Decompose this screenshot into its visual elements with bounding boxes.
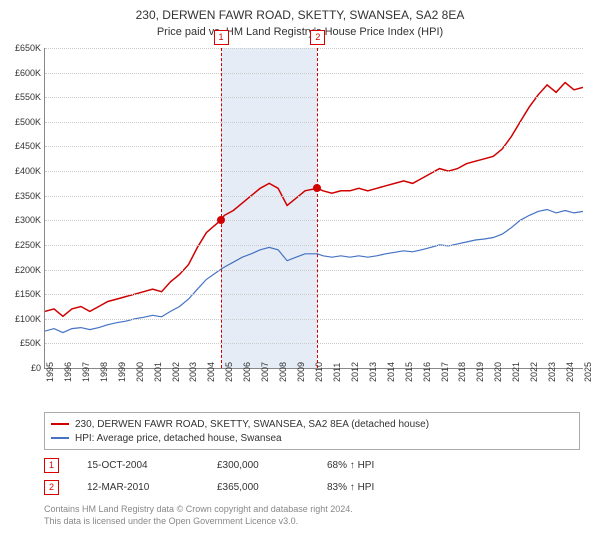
sale-price-2: £365,000 bbox=[217, 482, 327, 493]
y-axis-label: £100K bbox=[15, 314, 41, 324]
x-axis-label: 2000 bbox=[135, 362, 145, 382]
y-axis-label: £600K bbox=[15, 68, 41, 78]
x-axis-label: 2022 bbox=[529, 362, 539, 382]
gridline bbox=[45, 220, 583, 221]
sale-hpi-2: 83% ↑ HPI bbox=[327, 482, 437, 493]
x-axis-label: 2004 bbox=[206, 362, 216, 382]
sale-marker-line bbox=[317, 48, 318, 368]
y-axis-label: £300K bbox=[15, 215, 41, 225]
line-series bbox=[45, 48, 583, 368]
x-axis-label: 2014 bbox=[386, 362, 396, 382]
sale-marker-box: 2 bbox=[310, 30, 325, 45]
plot-region: £0£50K£100K£150K£200K£250K£300K£350K£400… bbox=[44, 48, 583, 369]
y-axis-label: £650K bbox=[15, 43, 41, 53]
series-hpi bbox=[45, 210, 583, 333]
sale-date-2: 12-MAR-2010 bbox=[87, 482, 217, 493]
y-axis-label: £450K bbox=[15, 141, 41, 151]
x-axis-label: 2017 bbox=[440, 362, 450, 382]
sale-date-1: 15-OCT-2004 bbox=[87, 460, 217, 471]
x-axis-label: 2015 bbox=[404, 362, 414, 382]
x-axis-label: 2011 bbox=[332, 363, 342, 382]
x-axis-label: 1997 bbox=[81, 362, 91, 382]
sale-price-1: £300,000 bbox=[217, 460, 327, 471]
x-axis-label: 1999 bbox=[117, 362, 127, 382]
x-axis-label: 2023 bbox=[547, 362, 557, 382]
x-axis-label: 2002 bbox=[171, 362, 181, 382]
sale-hpi-1: 68% ↑ HPI bbox=[327, 460, 437, 471]
x-axis-label: 2019 bbox=[475, 362, 485, 382]
gridline bbox=[45, 319, 583, 320]
legend: 230, DERWEN FAWR ROAD, SKETTY, SWANSEA, … bbox=[44, 412, 580, 450]
y-axis-label: £250K bbox=[15, 240, 41, 250]
y-axis-label: £400K bbox=[15, 166, 41, 176]
x-axis-label: 2020 bbox=[493, 362, 503, 382]
x-axis-label: 2013 bbox=[368, 362, 378, 382]
sale-marker-box: 1 bbox=[214, 30, 229, 45]
gridline bbox=[45, 48, 583, 49]
x-axis-label: 1998 bbox=[99, 362, 109, 382]
gridline bbox=[45, 97, 583, 98]
legend-item-property: 230, DERWEN FAWR ROAD, SKETTY, SWANSEA, … bbox=[51, 417, 573, 431]
sale-marker-1: 1 bbox=[44, 458, 59, 473]
y-axis-label: £500K bbox=[15, 117, 41, 127]
x-axis-label: 2008 bbox=[278, 362, 288, 382]
footer: Contains HM Land Registry data © Crown c… bbox=[44, 504, 580, 527]
gridline bbox=[45, 171, 583, 172]
x-axis-label: 2024 bbox=[565, 362, 575, 382]
y-axis-label: £550K bbox=[15, 92, 41, 102]
sale-marker-line bbox=[221, 48, 222, 368]
y-axis-label: £350K bbox=[15, 191, 41, 201]
series-property bbox=[45, 83, 583, 317]
x-axis-label: 2005 bbox=[224, 362, 234, 382]
legend-label-hpi: HPI: Average price, detached house, Swan… bbox=[75, 433, 282, 444]
gridline bbox=[45, 122, 583, 123]
footer-line2: This data is licensed under the Open Gov… bbox=[44, 516, 580, 528]
legend-label-property: 230, DERWEN FAWR ROAD, SKETTY, SWANSEA, … bbox=[75, 419, 429, 430]
gridline bbox=[45, 196, 583, 197]
x-axis-label: 2018 bbox=[457, 362, 467, 382]
sale-marker-dot bbox=[313, 184, 321, 192]
x-axis-label: 2012 bbox=[350, 362, 360, 382]
x-axis-label: 2001 bbox=[153, 362, 163, 382]
gridline bbox=[45, 146, 583, 147]
sale-marker-2: 2 bbox=[44, 480, 59, 495]
x-axis-label: 2021 bbox=[511, 362, 521, 382]
chart-subtitle: Price paid vs. HM Land Registry's House … bbox=[0, 24, 600, 38]
gridline bbox=[45, 343, 583, 344]
y-axis-label: £200K bbox=[15, 265, 41, 275]
sale-marker-dot bbox=[217, 216, 225, 224]
legend-item-hpi: HPI: Average price, detached house, Swan… bbox=[51, 431, 573, 445]
y-axis-label: £0 bbox=[31, 363, 41, 373]
gridline bbox=[45, 294, 583, 295]
footer-line1: Contains HM Land Registry data © Crown c… bbox=[44, 504, 580, 516]
legend-swatch-hpi bbox=[51, 437, 69, 439]
x-axis-label: 2006 bbox=[242, 362, 252, 382]
gridline bbox=[45, 73, 583, 74]
sale-rows: 1 15-OCT-2004 £300,000 68% ↑ HPI 2 12-MA… bbox=[44, 454, 580, 498]
legend-swatch-property bbox=[51, 423, 69, 425]
chart-container: 230, DERWEN FAWR ROAD, SKETTY, SWANSEA, … bbox=[0, 0, 600, 560]
chart-area: £0£50K£100K£150K£200K£250K£300K£350K£400… bbox=[44, 48, 582, 398]
y-axis-label: £150K bbox=[15, 289, 41, 299]
x-axis-label: 2010 bbox=[314, 362, 324, 382]
chart-title: 230, DERWEN FAWR ROAD, SKETTY, SWANSEA, … bbox=[0, 0, 600, 24]
x-axis-label: 2003 bbox=[188, 362, 198, 382]
sale-row-2: 2 12-MAR-2010 £365,000 83% ↑ HPI bbox=[44, 476, 580, 498]
gridline bbox=[45, 245, 583, 246]
x-axis-label: 2009 bbox=[296, 362, 306, 382]
y-axis-label: £50K bbox=[20, 338, 41, 348]
sale-row-1: 1 15-OCT-2004 £300,000 68% ↑ HPI bbox=[44, 454, 580, 476]
x-axis-label: 2016 bbox=[422, 362, 432, 382]
x-axis-label: 1995 bbox=[45, 362, 55, 382]
x-axis-label: 2007 bbox=[260, 362, 270, 382]
gridline bbox=[45, 270, 583, 271]
x-axis-label: 1996 bbox=[63, 362, 73, 382]
x-axis-label: 2025 bbox=[583, 362, 593, 382]
